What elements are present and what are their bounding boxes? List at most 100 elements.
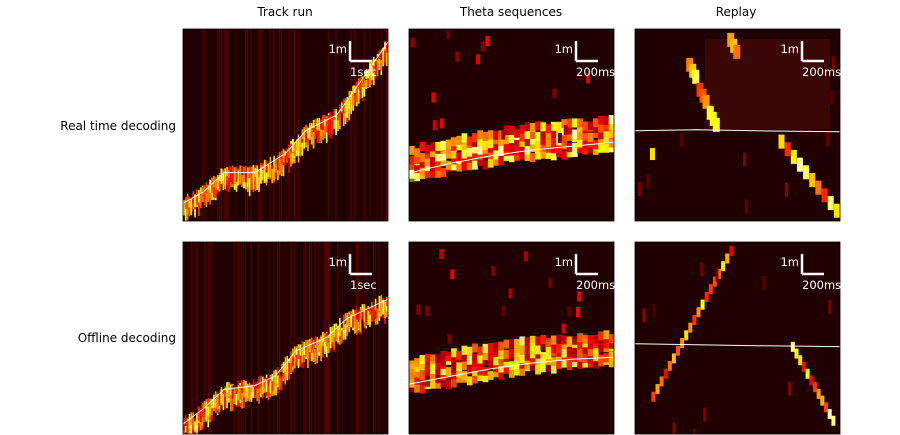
- heat-cell: [284, 369, 287, 385]
- heat-cell: [614, 120, 620, 129]
- heat-cell: [214, 181, 217, 190]
- heat-cell: [335, 112, 337, 127]
- heat-cell: [363, 29, 365, 221]
- heat-cell: [344, 324, 347, 335]
- heat-cell: [216, 393, 219, 410]
- heat-cell: [451, 370, 457, 380]
- heat-cell: [535, 136, 541, 146]
- heat-cell: [475, 54, 480, 65]
- heat-cell: [566, 125, 573, 135]
- heat-cell: [303, 127, 305, 141]
- heat-cell: [245, 177, 247, 190]
- heat-cell: [503, 358, 510, 368]
- scale-bar-y-label: 1m: [780, 255, 799, 269]
- heat-cell: [356, 320, 358, 333]
- heat-cell: [784, 182, 788, 197]
- heat-cell: [246, 167, 249, 183]
- panel-frame: [408, 241, 615, 435]
- heat-cell: [346, 103, 349, 118]
- heat-cell: [566, 347, 573, 357]
- heat-cell: [445, 380, 452, 390]
- heat-cell: [310, 337, 313, 353]
- heat-cell: [487, 351, 494, 361]
- heat-cell: [280, 29, 282, 221]
- heat-cell: [704, 291, 709, 302]
- heat-cell: [821, 188, 828, 203]
- heat-cell: [203, 242, 205, 434]
- heat-cell: [445, 367, 452, 377]
- heat-cell: [269, 169, 272, 178]
- heat-cell: [561, 348, 568, 358]
- heat-cell: [267, 164, 270, 177]
- heat-cell: [359, 87, 362, 99]
- heat-cell: [372, 242, 375, 434]
- heat-cell: [703, 407, 707, 422]
- heat-cell: [260, 380, 262, 394]
- heat-cell: [376, 60, 379, 77]
- heat-cell: [318, 242, 320, 434]
- heat-cell: [450, 269, 455, 280]
- heat-cell: [585, 73, 590, 84]
- heat-cell: [220, 29, 222, 221]
- heat-cell: [556, 334, 562, 344]
- heat-cell: [243, 166, 245, 182]
- heat-cell: [378, 242, 380, 434]
- heat-cell: [369, 64, 371, 76]
- heat-cell: [696, 307, 701, 318]
- heat-cell: [519, 345, 526, 355]
- heat-cell: [327, 124, 330, 133]
- heat-cell: [282, 361, 285, 373]
- heat-cell: [273, 165, 275, 180]
- heat-cell: [684, 330, 689, 341]
- heat-cell: [828, 300, 832, 315]
- heat-cell: [325, 127, 328, 143]
- heat-cell: [535, 365, 541, 375]
- heat-cell: [571, 358, 578, 368]
- heat-cell: [535, 336, 541, 346]
- heat-cell: [207, 398, 210, 415]
- true-position-line: [635, 343, 840, 348]
- heat-cell: [235, 180, 238, 191]
- heat-cell: [346, 315, 349, 328]
- heat-cell: [414, 358, 420, 368]
- heat-cell: [603, 129, 610, 139]
- heat-cell: [830, 90, 834, 105]
- heat-cell: [608, 115, 614, 125]
- heat-cell: [248, 168, 251, 178]
- heat-cell: [245, 388, 247, 402]
- heat-cell: [365, 80, 368, 89]
- heat-cell: [508, 348, 515, 358]
- heat-cell: [303, 354, 305, 363]
- heat-cell: [832, 56, 836, 71]
- heat-cell: [809, 173, 816, 187]
- heat-cell: [324, 126, 326, 139]
- heat-cell: [805, 368, 810, 379]
- heat-cell: [519, 138, 526, 148]
- heat-cell: [301, 350, 304, 363]
- heat-cell: [344, 313, 347, 325]
- heat-cell: [603, 134, 610, 144]
- heat-cell: [414, 375, 420, 385]
- heat-cell: [790, 341, 795, 352]
- heat-cell: [224, 29, 226, 221]
- heat-cell: [503, 142, 510, 152]
- heat-cell: [228, 382, 230, 397]
- heat-cell: [211, 189, 213, 200]
- heat-cell: [487, 370, 494, 380]
- heat-cell: [557, 132, 562, 143]
- heat-cell: [566, 131, 573, 141]
- heat-cell: [342, 321, 345, 331]
- heat-cell: [608, 358, 614, 368]
- heat-cell: [260, 168, 262, 184]
- heat-cell: [245, 242, 247, 434]
- heat-cell: [245, 171, 247, 183]
- heat-cell: [503, 151, 510, 161]
- heat-cell: [419, 384, 426, 394]
- heat-cell: [519, 336, 526, 346]
- heat-cell: [409, 360, 415, 370]
- heat-cell: [784, 142, 791, 157]
